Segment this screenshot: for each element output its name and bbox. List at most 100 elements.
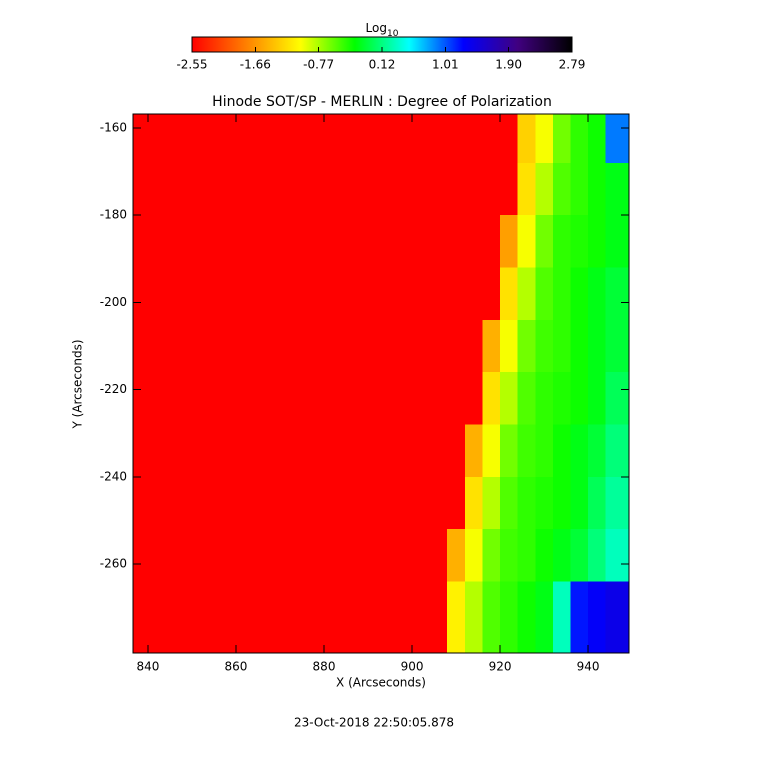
x-tick-label: 860 [225,660,248,674]
x-tick-label: 880 [313,660,336,674]
heatmap-cell [588,114,607,164]
heatmap-cell [570,372,589,425]
heatmap-cell [517,162,536,216]
heatmap-cell [482,529,501,582]
heatmap-cell [447,476,466,530]
heatmap-cell [570,319,589,373]
heatmap-cell [588,476,607,530]
heatmap-cell [447,529,466,582]
heatmap-cell [552,319,571,373]
heatmap-cell [447,581,466,654]
x-tick-label: 900 [401,660,424,674]
heatmap-cell [464,581,483,654]
heatmap-cell [133,476,413,530]
heatmap-cell [535,424,554,478]
heatmap-cell [412,372,431,425]
heatmap-cell [605,215,630,269]
heatmap-cell [429,215,448,269]
heatmap-cell [482,162,501,216]
heatmap-cell [570,424,589,478]
heatmap-cell [535,267,554,321]
heatmap-cell [605,372,630,425]
heatmap-cell [464,267,483,321]
heatmap-cell [570,215,589,269]
heatmap-cell [517,476,536,530]
heatmap-cell [552,476,571,530]
heatmap-cell [517,372,536,425]
colorbar-tick-label: 2.79 [559,58,586,72]
heatmap-cell [517,267,536,321]
heatmap-cell [482,476,501,530]
heatmap-cell [517,424,536,478]
colorbar-title: Log10 [366,21,399,39]
heatmap-cell [429,267,448,321]
plot-frame [132,113,630,654]
heatmap-cell [605,424,630,478]
heatmap-cell [552,529,571,582]
heatmap-cell [482,319,501,373]
heatmap-cell [429,424,448,478]
heatmap-cell [133,372,413,425]
heatmap-cell [605,267,630,321]
x-tick-label: 920 [489,660,512,674]
heatmap-cell [570,581,589,654]
chart-title: Hinode SOT/SP - MERLIN : Degree of Polar… [212,94,552,110]
heatmap-cell [482,215,501,269]
heatmap-cell [535,215,554,269]
heatmap-cell [133,114,413,164]
heatmap-cell [412,581,431,654]
heatmap [133,114,630,654]
heatmap-cell [588,424,607,478]
y-tick-label: -260 [100,557,127,571]
heatmap-cell [133,529,413,582]
heatmap-cell [133,424,413,478]
heatmap-cell [412,215,431,269]
heatmap-cell [605,162,630,216]
heatmap-cell [133,215,413,269]
heatmap-cell [535,319,554,373]
heatmap-cell [482,267,501,321]
heatmap-cell [588,267,607,321]
heatmap-cell [447,215,466,269]
colorbar-tick-label: 1.90 [495,58,522,72]
heatmap-cell [412,267,431,321]
heatmap-cell [482,114,501,164]
heatmap-cell [552,267,571,321]
heatmap-cell [464,162,483,216]
colorbar-title-main: Log [366,21,387,35]
heatmap-cell [464,319,483,373]
heatmap-cell [517,215,536,269]
heatmap-cell [447,424,466,478]
heatmap-cell [447,162,466,216]
heatmap-cell [464,114,483,164]
heatmap-cell [133,267,413,321]
heatmap-cell [517,319,536,373]
heatmap-cell [535,581,554,654]
heatmap-cell [500,476,519,530]
heatmap-cell [464,215,483,269]
heatmap-cell [429,529,448,582]
heatmap-cell [570,267,589,321]
heatmap-cell [412,476,431,530]
heatmap-cell [588,372,607,425]
x-axis-label: X (Arcseconds) [336,676,426,690]
heatmap-cell [447,319,466,373]
heatmap-cell [412,529,431,582]
heatmap-cell [588,529,607,582]
heatmap-cell [500,372,519,425]
heatmap-cell [500,215,519,269]
heatmap-cell [500,267,519,321]
colorbar-tick-label: -0.77 [303,58,334,72]
heatmap-cell [500,114,519,164]
heatmap-cell [133,319,413,373]
colorbar-tick-label: 0.12 [369,58,396,72]
heatmap-cell [570,476,589,530]
heatmap-cell [464,529,483,582]
heatmap-cell [517,581,536,654]
heatmap-cell [412,424,431,478]
heatmap-cell [570,162,589,216]
y-tick-label: -220 [100,382,127,396]
x-tick-label: 840 [137,660,160,674]
heatmap-cell [517,114,536,164]
heatmap-cell [588,319,607,373]
